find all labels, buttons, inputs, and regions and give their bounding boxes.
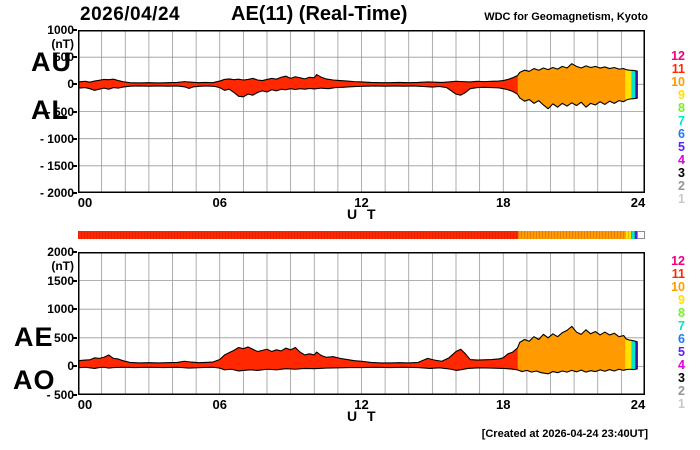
activity-band-level-11: [78, 74, 518, 97]
xtick-label-12: 12: [354, 397, 369, 412]
ytick-label-AU-AL--500: - 500: [46, 104, 74, 119]
activity-colorbar: [78, 231, 645, 239]
ytick-label-AU-AL-0: 0: [67, 77, 74, 92]
ytick-mark: [72, 336, 77, 339]
xtick-label-24: 24: [630, 397, 646, 412]
panel-canvas: [78, 30, 645, 193]
ut-axis-label-bottom: U T: [347, 408, 379, 424]
ao-axis-label: AO: [13, 365, 56, 395]
xtick-label-00: 00: [77, 195, 93, 210]
legend-level-4-top: 4: [678, 153, 685, 167]
legend-level-8-top: 8: [678, 101, 685, 115]
created-timestamp: [Created at 2026-04-24 23:40UT]: [481, 428, 648, 440]
y-axis-unit: (nT): [51, 259, 74, 273]
panel-canvas: [78, 252, 645, 395]
ytick-label-AU-AL-1000: 1000: [47, 23, 74, 37]
xtick-label-18: 18: [496, 195, 511, 210]
activity-band-level-11: [78, 346, 518, 371]
legend-level-10-bottom: 10: [671, 280, 685, 294]
activity-band-level-7: [631, 340, 636, 370]
ytick-label-AE-AO-2000: 2000: [47, 245, 74, 259]
activity-band-level-9: [625, 337, 632, 370]
ytick-mark: [72, 192, 77, 194]
y-axis-unit: (nT): [51, 37, 74, 51]
organization-label: WDC for Geomagnetism, Kyoto: [484, 11, 648, 23]
al-axis-label: AL: [31, 95, 69, 125]
ytick-label-AU-AL-500: 500: [53, 50, 74, 65]
ytick-label-AE-AO-500: 500: [53, 330, 74, 345]
plot-title: AE(11) (Real-Time): [231, 3, 408, 25]
ytick-mark: [72, 394, 77, 396]
legend-level-5-bottom: 5: [678, 345, 685, 359]
colorbar-level-10: [517, 231, 626, 239]
ytick-mark: [72, 365, 77, 368]
legend-level-6-top: 6: [678, 127, 685, 141]
colorbar-level-11: [78, 231, 518, 239]
colorbar-no-data: [637, 231, 645, 239]
ytick-mark: [72, 279, 77, 282]
ytick-label-AU-AL--1500: - 1500: [39, 158, 74, 173]
ytick-mark: [72, 29, 77, 31]
activity-band-level-10: [517, 63, 626, 109]
ytick-label-AU-AL--2000: - 2000: [39, 186, 74, 200]
activity-band-level-9: [625, 69, 632, 101]
ytick-mark: [72, 110, 77, 113]
legend-level-10-top: 10: [671, 75, 685, 89]
legend-level-4-bottom: 4: [678, 358, 685, 372]
legend-level-5-top: 5: [678, 140, 685, 154]
legend-level-12-bottom: 12: [671, 254, 685, 268]
legend-level-8-bottom: 8: [678, 306, 685, 320]
activity-band-level-10: [517, 326, 626, 374]
xtick-label-18: 18: [496, 397, 511, 412]
xtick-label-06: 06: [212, 397, 227, 412]
ae-ao-panel: [78, 252, 645, 395]
au-al-panel: [78, 30, 645, 193]
legend-level-6-bottom: 6: [678, 332, 685, 346]
ut-axis-label-top: U T: [347, 206, 379, 222]
colorbar-level-9: [625, 231, 632, 239]
xtick-label-12: 12: [354, 195, 369, 210]
ytick-mark: [72, 164, 77, 167]
activity-band-level-7: [631, 70, 636, 99]
ytick-mark: [72, 83, 77, 86]
xtick-label-00: 00: [77, 397, 93, 412]
legend-level-7-top: 7: [678, 114, 685, 128]
legend-level-1-top: 1: [678, 192, 685, 206]
colorbar-level-5: [635, 231, 638, 239]
ytick-label-AE-AO--500: - 500: [46, 388, 74, 402]
ytick-label-AE-AO-1000: 1000: [47, 302, 74, 317]
ytick-label-AE-AO-1500: 1500: [47, 273, 74, 288]
legend-level-3-top: 3: [678, 166, 685, 180]
legend-level-9-top: 9: [678, 88, 685, 102]
legend-level-9-bottom: 9: [678, 293, 685, 307]
au-axis-label: AU: [31, 47, 72, 77]
legend-level-12-top: 12: [671, 49, 685, 63]
ytick-mark: [72, 137, 77, 140]
ytick-mark: [72, 251, 77, 253]
legend-level-11-top: 11: [671, 62, 685, 76]
legend-level-2-top: 2: [678, 179, 685, 193]
legend-level-1-bottom: 1: [678, 397, 685, 411]
colorbar-level-7: [631, 231, 636, 239]
ae-axis-label: AE: [14, 322, 54, 352]
xtick-label-24: 24: [630, 195, 646, 210]
ytick-mark: [72, 56, 77, 59]
legend-level-2-bottom: 2: [678, 384, 685, 398]
legend-level-7-bottom: 7: [678, 319, 685, 333]
legend-level-3-bottom: 3: [678, 371, 685, 385]
xtick-label-06: 06: [212, 195, 227, 210]
plot-date: 2026/04/24: [80, 4, 181, 25]
ytick-label-AU-AL--1000: - 1000: [39, 131, 74, 146]
ytick-label-AE-AO-0: 0: [67, 359, 74, 374]
ytick-mark: [72, 308, 77, 311]
legend-level-11-bottom: 11: [671, 267, 685, 281]
